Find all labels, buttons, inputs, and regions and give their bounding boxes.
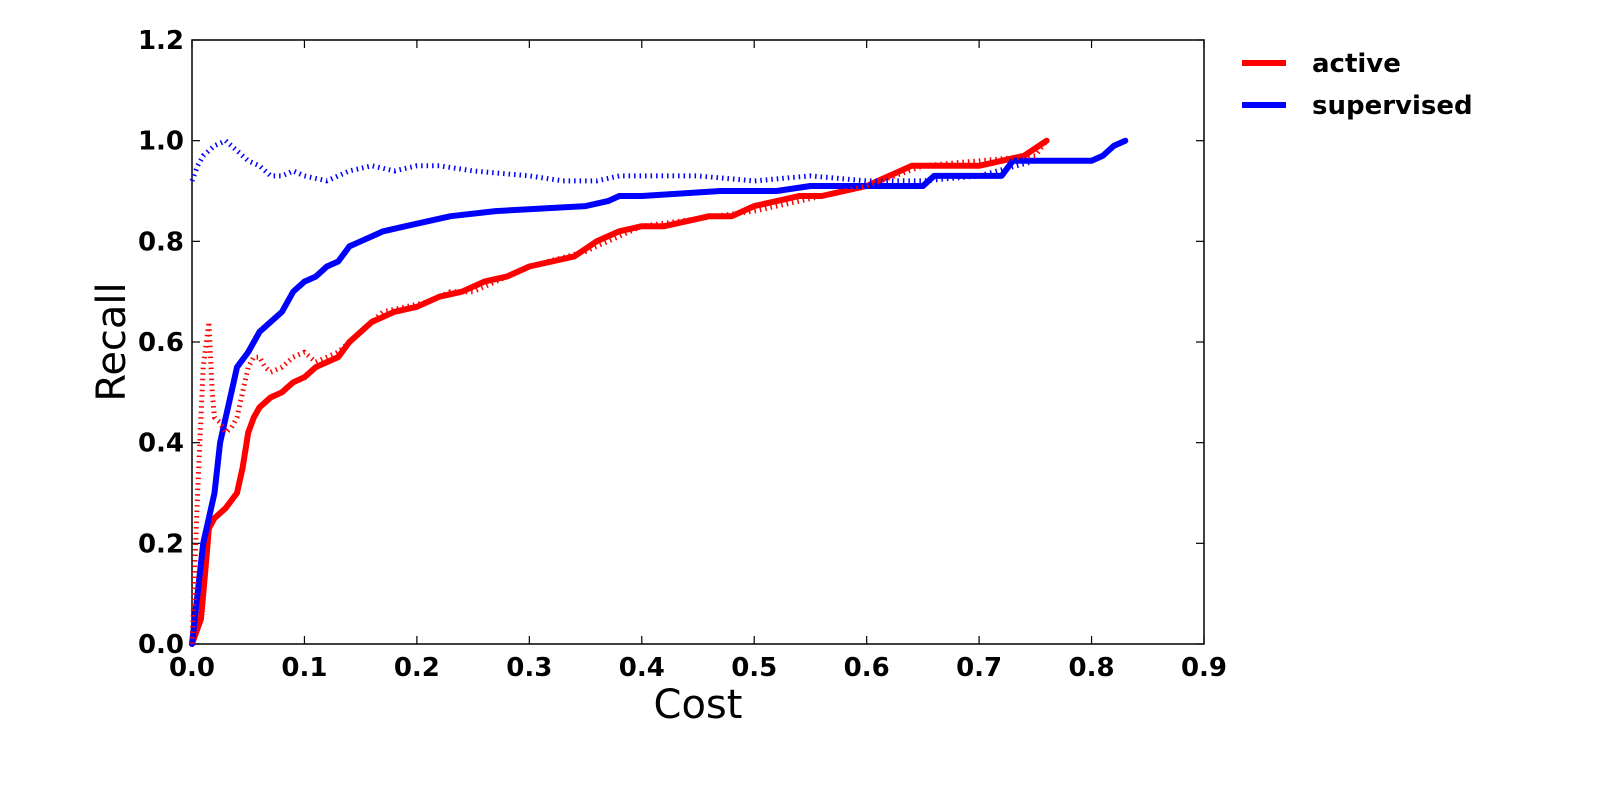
x-axis: 0.0 0.1 0.2 0.3 0.4 0.5 0.6 0.7 0.8 0.9 [169, 40, 1227, 683]
x-tick-label: 0.4 [619, 653, 665, 683]
supervised-series-line-1 [189, 137, 1129, 647]
x-tick-label: 0.8 [1069, 653, 1115, 683]
legend-label-active: active [1312, 49, 1401, 79]
x-tick-label: 0.0 [169, 653, 215, 683]
y-tick-label: 1.0 [138, 127, 184, 157]
x-tick-label: 0.5 [731, 653, 777, 683]
x-tick-label: 0.1 [281, 653, 327, 683]
x-tick-label: 0.6 [844, 653, 890, 683]
x-tick-label: 0.9 [1181, 653, 1227, 683]
legend-label-supervised: supervised [1312, 91, 1473, 121]
y-tick-label: 0.2 [138, 529, 184, 559]
plot-area [191, 39, 1205, 645]
y-tick-label: 0.4 [138, 429, 184, 459]
legend: active supervised [1242, 49, 1473, 121]
x-tick-label: 0.3 [506, 653, 552, 683]
x-tick-label: 0.2 [394, 653, 440, 683]
y-axis: 0.0 0.2 0.4 0.6 0.8 1.0 1.2 [138, 26, 1204, 660]
y-axis-title: Recall [89, 282, 135, 401]
y-tick-label: 0.8 [138, 227, 184, 257]
series-layer [189, 137, 1129, 647]
y-tick-label: 0.6 [138, 328, 184, 358]
x-axis-title: Cost [654, 682, 743, 728]
x-tick-label: 0.7 [956, 653, 1002, 683]
y-tick-label: 0.0 [138, 630, 184, 660]
dotted-series-line-3 [189, 138, 1092, 184]
y-tick-label: 1.2 [138, 26, 184, 56]
